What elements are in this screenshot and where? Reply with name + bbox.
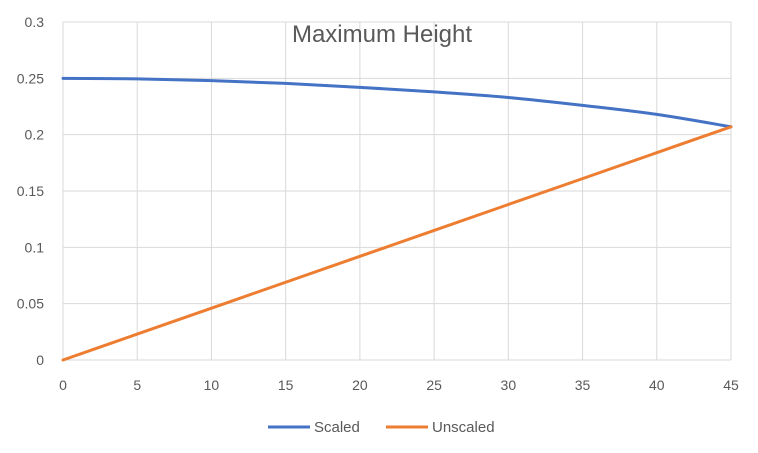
series-lines [61,76,733,362]
x-tick-label: 45 [723,377,739,393]
x-tick-label: 20 [352,377,368,393]
x-tick-label: 30 [501,377,517,393]
legend-label: Scaled [314,419,360,436]
legend-label: Unscaled [432,419,495,436]
x-tick-label: 10 [204,377,220,393]
x-tick-label: 40 [649,377,665,393]
x-tick-label: 5 [133,377,141,393]
y-tick-label: 0 [36,352,44,368]
legend-item-scaled: Scaled [268,419,360,436]
y-axis-tick-labels: 0 0.05 0.1 0.15 0.2 0.25 0.3 [17,14,44,368]
x-tick-label: 15 [278,377,294,393]
x-tick-label: 0 [59,377,67,393]
series-line-unscaled [61,125,733,362]
y-tick-label: 0.3 [25,14,45,30]
legend-item-unscaled: Unscaled [386,419,495,436]
series-line-scaled [61,76,733,129]
gridlines [62,21,732,361]
chart-title: Maximum Height [292,21,472,48]
y-tick-label: 0.15 [17,183,44,199]
y-tick-label: 0.05 [17,296,44,312]
x-tick-label: 35 [575,377,591,393]
x-tick-label: 25 [426,377,442,393]
x-axis-tick-labels: 0 5 10 15 20 25 30 35 40 45 [59,377,739,393]
y-tick-label: 0.1 [25,239,45,255]
y-tick-label: 0.2 [25,127,45,143]
y-tick-label: 0.25 [17,70,44,86]
legend: Scaled Unscaled [268,419,495,436]
